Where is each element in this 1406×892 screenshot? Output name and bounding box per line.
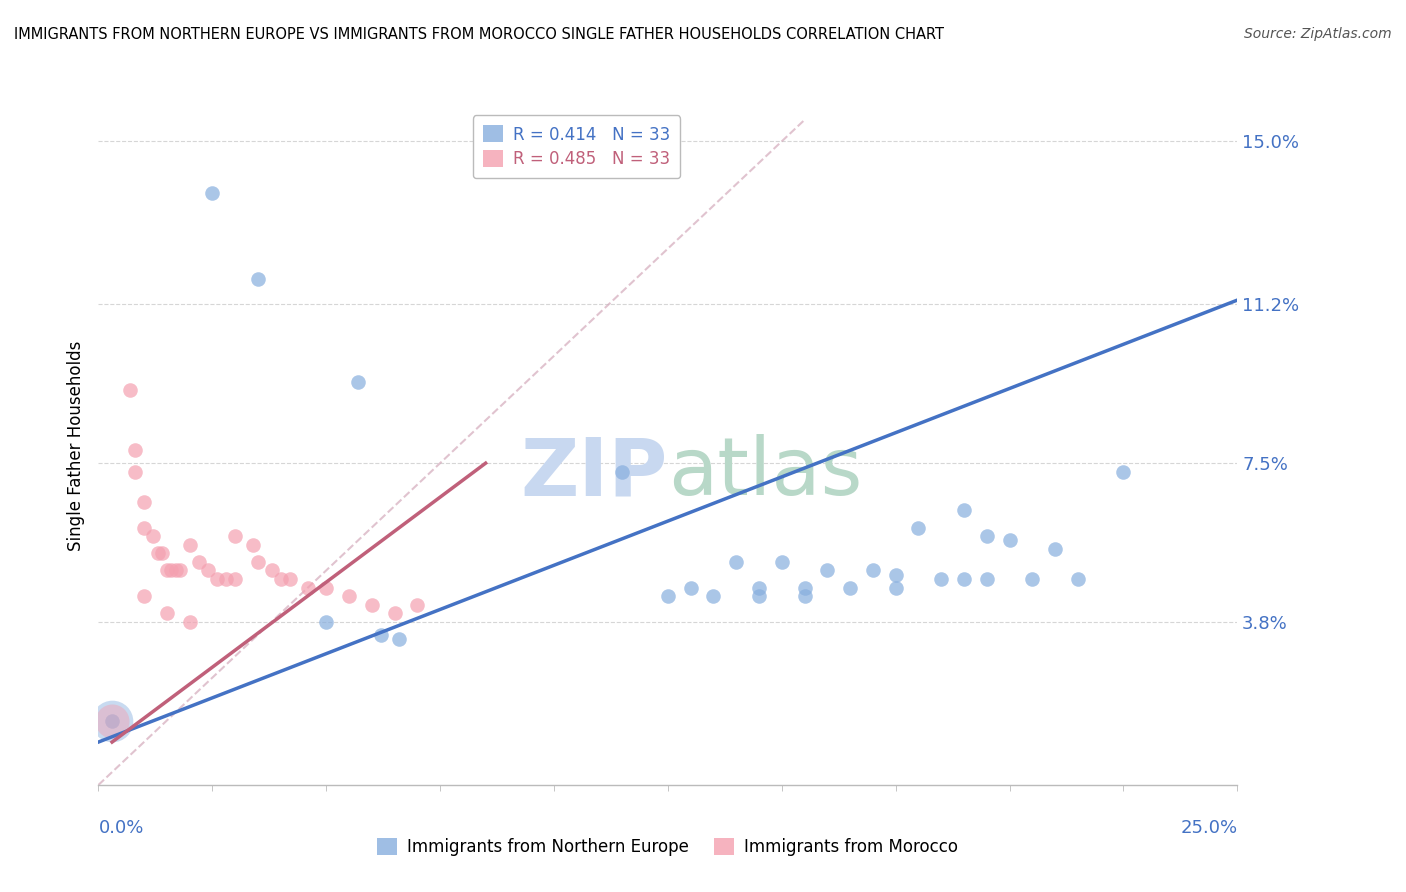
Point (124, 443, 146, 458)
Point (160, 563, 183, 577)
Point (337, 589, 360, 603)
Point (246, 555, 269, 569)
Point (1112, 465, 1135, 479)
Point (297, 581, 319, 595)
Point (246, 271, 269, 285)
Y-axis label: Single Father Households: Single Father Households (66, 341, 84, 551)
Point (1043, 541, 1066, 556)
Point (384, 607, 406, 621)
Point (748, 589, 770, 603)
Text: 25.0%: 25.0% (1180, 819, 1237, 838)
Point (169, 563, 191, 577)
Text: 0.0%: 0.0% (98, 819, 143, 838)
Point (179, 615, 201, 629)
Point (884, 581, 907, 595)
Point (793, 581, 815, 595)
Point (224, 572, 246, 586)
Point (201, 186, 224, 200)
Point (839, 581, 862, 595)
Text: ZIP: ZIP (520, 434, 668, 512)
Point (260, 563, 283, 577)
Point (146, 546, 169, 560)
Point (156, 607, 179, 621)
Point (702, 589, 724, 603)
Point (657, 589, 679, 603)
Point (347, 375, 370, 389)
Point (150, 546, 173, 560)
Point (862, 563, 884, 577)
Point (132, 495, 155, 509)
Text: atlas: atlas (668, 434, 862, 512)
Point (976, 572, 998, 586)
Text: IMMIGRANTS FROM NORTHERN EUROPE VS IMMIGRANTS FROM MOROCCO SINGLE FATHER HOUSEHO: IMMIGRANTS FROM NORTHERN EUROPE VS IMMIG… (14, 27, 943, 42)
Point (998, 533, 1021, 548)
Point (953, 572, 976, 586)
Point (793, 589, 815, 603)
Point (224, 529, 246, 543)
Point (215, 572, 238, 586)
Point (907, 520, 929, 534)
Point (815, 563, 838, 577)
Point (132, 589, 155, 603)
Point (179, 538, 201, 552)
Point (242, 538, 264, 552)
Point (120, 383, 142, 397)
Text: Source: ZipAtlas.com: Source: ZipAtlas.com (1244, 27, 1392, 41)
Point (679, 581, 702, 595)
Legend: Immigrants from Northern Europe, Immigrants from Morocco: Immigrants from Northern Europe, Immigra… (370, 830, 966, 864)
Point (278, 572, 301, 586)
Point (101, 714, 124, 728)
Point (156, 563, 179, 577)
Point (197, 563, 219, 577)
Point (132, 520, 155, 534)
Point (315, 615, 337, 629)
Point (748, 581, 770, 595)
Point (388, 632, 411, 646)
Point (770, 555, 793, 569)
Point (142, 529, 165, 543)
Point (101, 714, 124, 728)
Point (205, 572, 228, 586)
Point (187, 555, 209, 569)
Point (884, 567, 907, 582)
Point (165, 563, 187, 577)
Point (101, 714, 124, 728)
Point (370, 628, 392, 642)
Point (929, 572, 952, 586)
Point (1021, 572, 1043, 586)
Point (270, 572, 292, 586)
Point (360, 598, 382, 612)
Point (406, 598, 429, 612)
Point (612, 465, 634, 479)
Point (953, 503, 976, 517)
Point (124, 465, 146, 479)
Point (1067, 572, 1090, 586)
Point (976, 529, 998, 543)
Point (315, 581, 337, 595)
Point (725, 555, 748, 569)
